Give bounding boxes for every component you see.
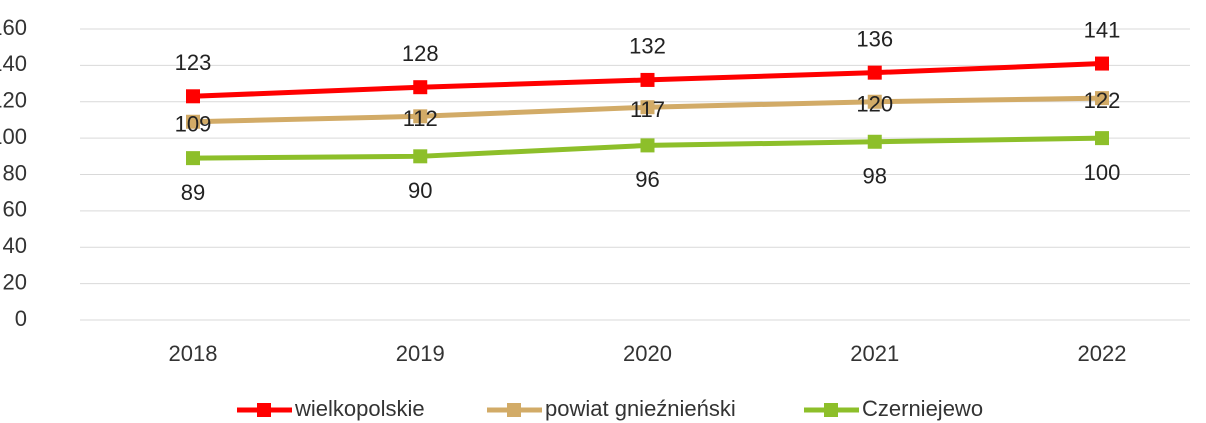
marker	[867, 65, 882, 80]
marker	[867, 134, 882, 149]
marker	[640, 72, 655, 87]
data-label: 123	[175, 50, 212, 75]
y-tick-label: 60	[3, 197, 27, 222]
y-tick-label: 80	[3, 160, 27, 185]
x-tick-label: 2022	[1078, 341, 1127, 366]
data-label: 89	[181, 180, 205, 205]
legend-marker	[257, 403, 271, 417]
data-label: 117	[630, 97, 665, 122]
x-tick-label: 2019	[396, 341, 445, 366]
x-tick-label: 2021	[850, 341, 899, 366]
marker	[413, 149, 428, 164]
y-tick-label: 40	[3, 233, 27, 258]
marker	[186, 151, 200, 166]
marker	[186, 114, 200, 129]
y-tick-label: 100	[0, 124, 27, 149]
data-label: 98	[863, 164, 887, 189]
y-tick-label: 0	[15, 306, 27, 331]
legend-label: powiat gnieźnieński	[545, 396, 736, 421]
y-tick-label: 140	[0, 51, 27, 76]
y-tick-label: 20	[3, 269, 27, 294]
y-tick-label: 160	[0, 15, 27, 40]
marker	[640, 100, 655, 115]
data-label: 141	[1084, 17, 1121, 42]
marker	[1095, 56, 1109, 71]
data-label: 90	[408, 178, 432, 203]
data-label: 136	[856, 26, 893, 51]
marker	[1095, 91, 1109, 106]
legend-label: wielkopolskie	[294, 396, 425, 421]
data-label: 128	[402, 41, 439, 66]
y-tick-label: 120	[0, 88, 27, 113]
marker	[186, 89, 200, 104]
data-label: 100	[1084, 160, 1121, 185]
data-label: 96	[635, 167, 659, 192]
x-tick-label: 2018	[169, 341, 218, 366]
marker	[867, 94, 882, 109]
legend-label: Czerniejewo	[862, 396, 983, 421]
data-label: 132	[629, 34, 666, 59]
data-label: 120	[856, 92, 893, 117]
legend-marker	[507, 403, 521, 417]
data-label: 109	[175, 112, 212, 137]
legend-marker	[824, 403, 838, 417]
marker	[413, 80, 428, 95]
data-label: 122	[1084, 88, 1121, 113]
data-label: 112	[403, 106, 438, 131]
x-tick-label: 2020	[623, 341, 672, 366]
marker	[640, 138, 655, 153]
marker	[413, 109, 428, 124]
marker	[1095, 131, 1109, 146]
